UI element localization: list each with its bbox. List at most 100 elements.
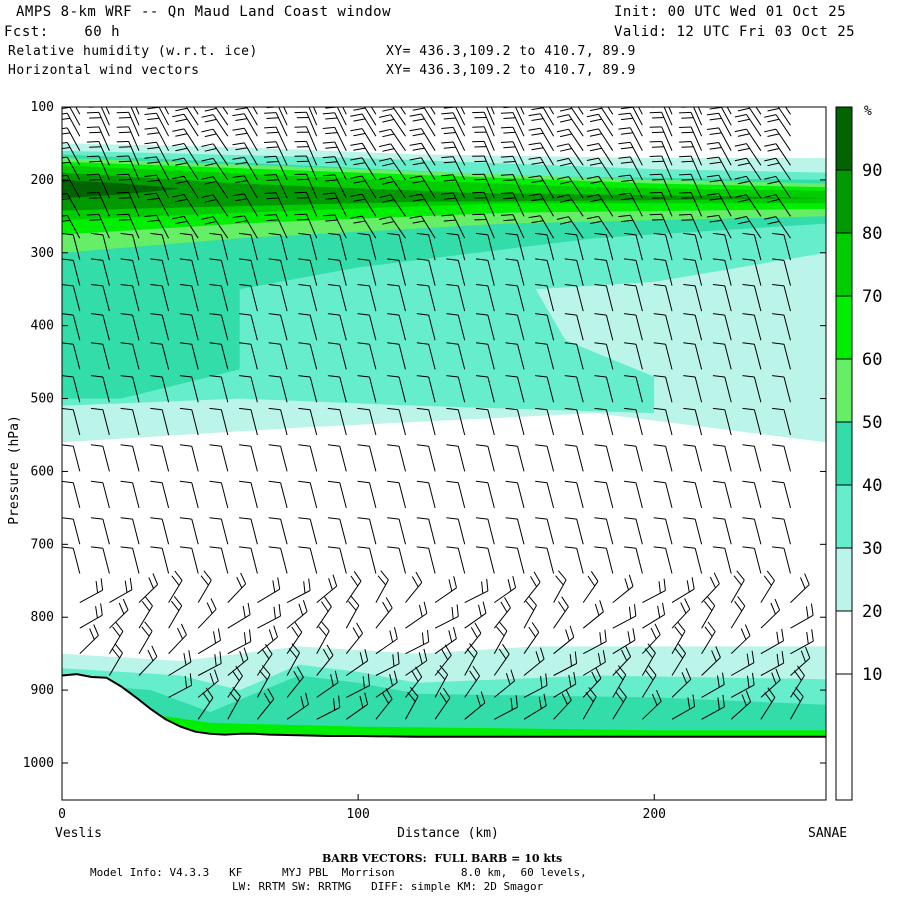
wind-barb-feather (350, 113, 363, 117)
wind-barb-feather (175, 198, 188, 203)
wind-barb (118, 107, 140, 126)
wind-barb (416, 480, 436, 509)
wind-barb-feather (564, 342, 577, 345)
wind-barb (649, 173, 673, 199)
wind-barb-feather (100, 578, 104, 591)
wind-barb (653, 407, 673, 436)
wind-barb-feather (624, 517, 637, 520)
wind-barb (264, 112, 288, 137)
wind-barb-feather (505, 517, 518, 520)
wind-barb (594, 342, 614, 370)
wind-barb-feather (144, 141, 157, 145)
wind-barb-feather (707, 621, 716, 632)
wind-barb-staff (197, 579, 212, 603)
wind-barb (594, 480, 614, 509)
wind-barb-staff (105, 107, 110, 115)
wind-barb (179, 375, 199, 403)
wind-barb-staff (546, 446, 555, 472)
wind-barb-staff (250, 548, 258, 574)
wind-barb-feather (273, 625, 278, 638)
wind-barb-staff (191, 518, 199, 545)
wind-barb (120, 480, 140, 509)
wind-barb-staff (398, 409, 406, 436)
wind-barb-feather (746, 653, 750, 666)
wind-barb (683, 480, 703, 509)
header-line1-left: AMPS 8-km WRF -- Qn Maud Land Coast wind… (16, 4, 392, 20)
wind-barb (264, 174, 288, 199)
wind-barb-staff (212, 158, 229, 181)
wind-barb-feather (706, 214, 719, 218)
wind-barb-feather (205, 98, 217, 101)
wind-barb-feather (411, 576, 419, 588)
wind-barb-feather (353, 198, 366, 202)
wind-barb (742, 313, 762, 341)
wind-barb-feather (298, 603, 304, 616)
wind-barb-feather (144, 112, 157, 115)
wind-barb-staff (568, 176, 584, 199)
wind-barb-staff (108, 652, 123, 676)
wind-barb (62, 342, 81, 370)
wind-barb-feather (235, 97, 247, 99)
wind-barb-staff (746, 143, 762, 166)
wind-barb-staff (334, 112, 347, 137)
wind-barb (375, 651, 400, 676)
wind-barb-feather (350, 193, 363, 197)
wind-barb-feather (90, 444, 103, 447)
wind-barb-staff (156, 156, 170, 181)
wind-barb-feather (327, 546, 340, 549)
wind-barb-feather (684, 598, 691, 610)
wind-barb-feather (530, 576, 538, 588)
wind-barb (239, 284, 258, 312)
wind-barb-staff (191, 285, 199, 312)
wind-barb (523, 571, 541, 603)
wind-barb-feather (679, 173, 692, 176)
wind-barb-feather (202, 104, 214, 107)
wind-barb (464, 578, 489, 604)
wind-barb (446, 342, 466, 370)
wind-barb-feather (308, 578, 311, 591)
wind-barb-feather (763, 575, 772, 586)
wind-barb-feather (500, 155, 514, 158)
wind-barb-staff (753, 548, 762, 574)
wind-barb-staff (390, 114, 406, 137)
wind-barb-staff (72, 285, 81, 312)
wind-barb (594, 284, 614, 312)
wind-barb-feather (378, 128, 391, 133)
wind-barb-feather (621, 649, 628, 661)
colorbar-segment (836, 674, 852, 737)
wind-barb-staff (212, 114, 229, 137)
wind-barb-staff (790, 614, 814, 629)
wind-barb-feather (378, 157, 391, 162)
wind-barb-feather (147, 179, 160, 183)
wind-barb-feather (624, 407, 637, 411)
wind-barb-staff (375, 579, 389, 603)
wind-barb-feather (624, 284, 637, 287)
wind-barb-feather (300, 695, 305, 708)
wind-barb-staff (784, 107, 791, 115)
wind-barb-feather (213, 631, 217, 644)
wind-barb (62, 127, 81, 151)
wind-barb-feather (764, 194, 777, 198)
wind-barb-staff (369, 482, 377, 509)
header-line2-left: Fcst: 60 h (4, 24, 121, 40)
y-tick-label: 400 (31, 319, 54, 334)
wind-barb-feather (89, 146, 102, 148)
wind-barb-staff (309, 285, 318, 312)
wind-barb-feather (466, 648, 475, 659)
y-axis-label: Pressure (hPa) (7, 415, 22, 525)
wind-barb (742, 407, 762, 436)
wind-barb-feather (357, 407, 370, 411)
wind-barb (232, 142, 258, 166)
wind-barb-feather (333, 698, 336, 711)
wind-barb (523, 673, 548, 698)
wind-barb-feather (589, 133, 602, 137)
wind-barb (227, 602, 251, 629)
wind-barb-feather (378, 176, 391, 180)
wind-barb-staff (243, 128, 258, 151)
wind-barb (784, 107, 791, 115)
wind-barb-feather (738, 97, 750, 100)
wind-barb-feather (298, 407, 311, 411)
wind-barb-feather (564, 546, 577, 549)
wind-barb (150, 375, 170, 403)
wind-barb-staff (158, 107, 170, 126)
